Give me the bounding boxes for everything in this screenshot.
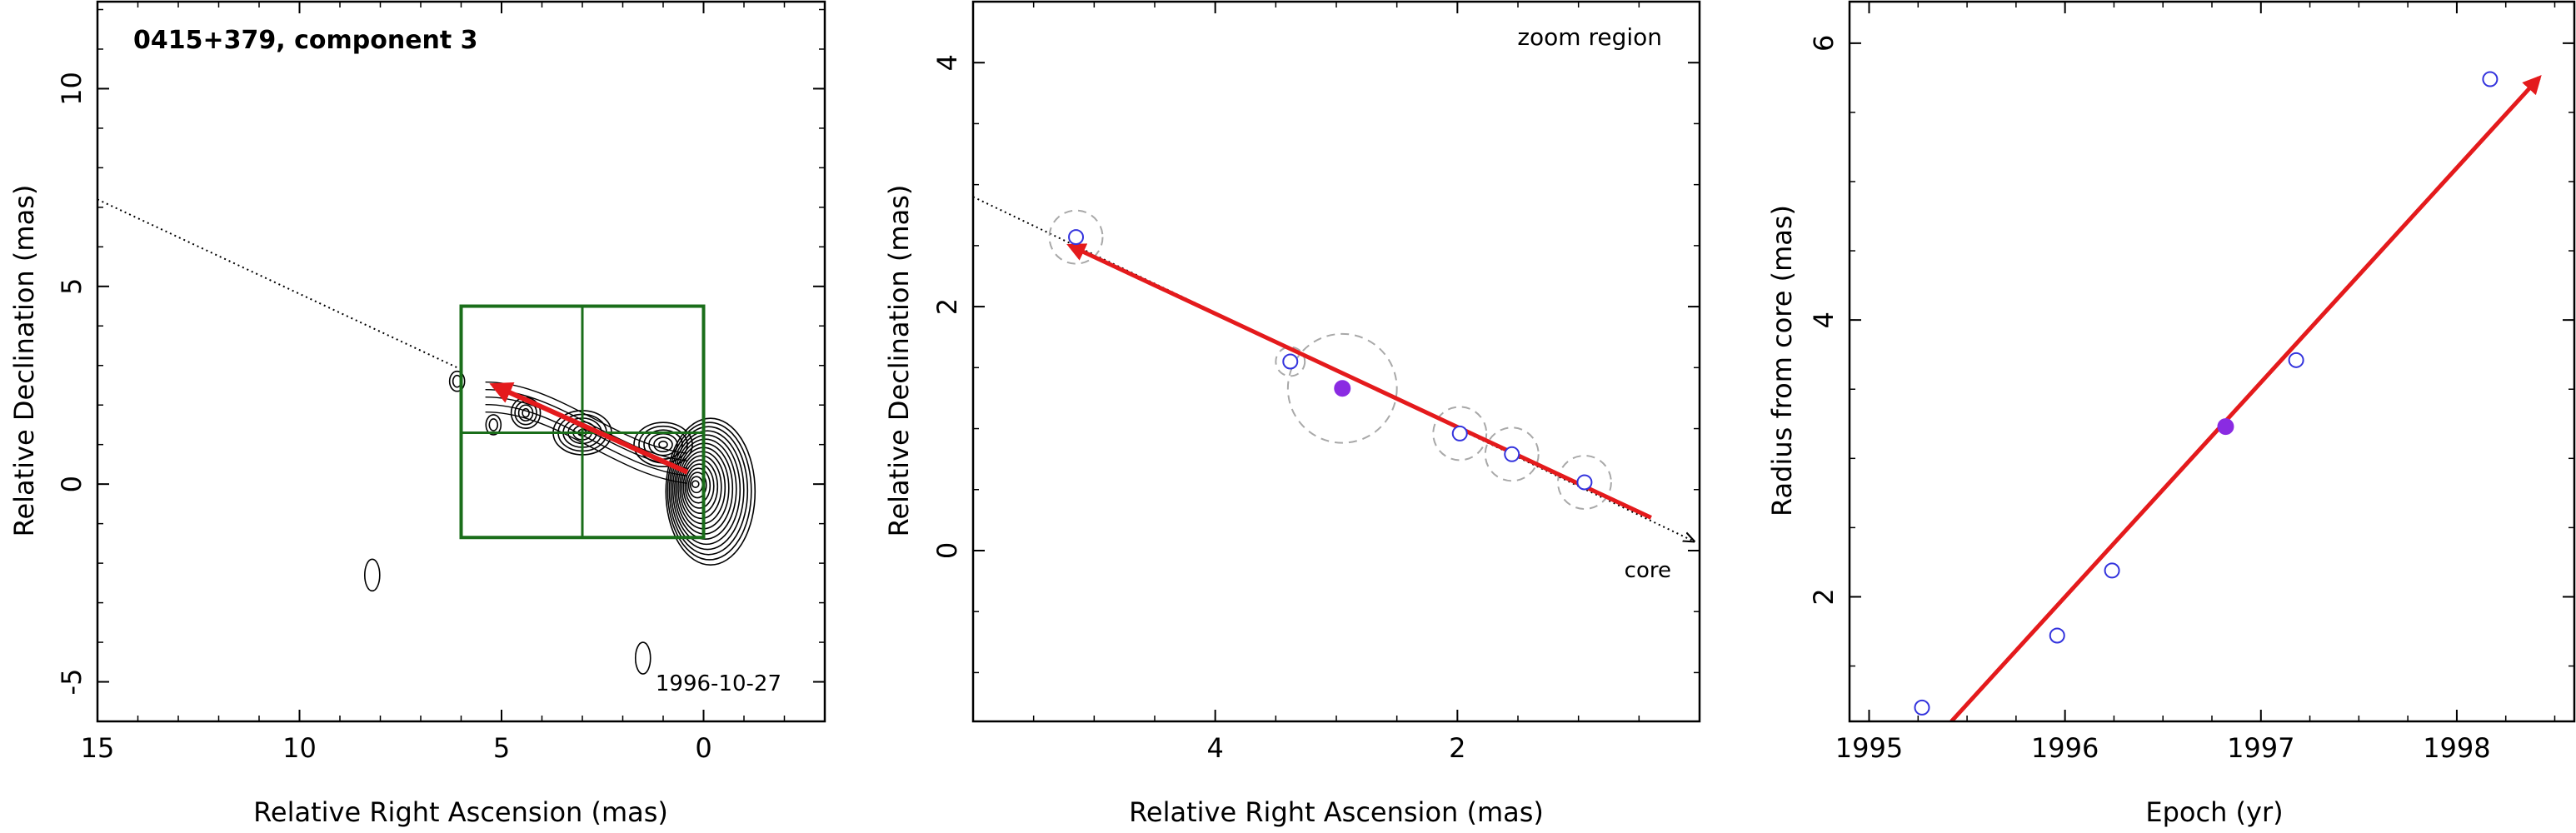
map-x-tick-label: 5: [493, 732, 510, 764]
map-x-axis-label: Relative Right Ascension (mas): [253, 796, 668, 828]
map-title: 0415+379, component 3: [133, 26, 478, 55]
radius-frame: [1848, 0, 2576, 723]
position-marker: [1282, 353, 1299, 370]
map-y-tick-label: 10: [56, 72, 87, 106]
jet-contour: [485, 404, 688, 476]
panel-map: 15 10 5 0 -5 0 5 10 0415+379, component 3 1996-…: [8, 0, 826, 828]
radius-content: [1914, 71, 2542, 721]
radius-x-tick-label: 1995: [1835, 732, 1903, 764]
motion-arrow: [489, 382, 689, 475]
fit-line-arrow: [1949, 75, 2542, 721]
radius-marker: [2482, 71, 2499, 87]
radius-marker-filled: [2217, 418, 2234, 436]
radius-x-tick-label: 1998: [2423, 732, 2490, 764]
zoom-y-tick-label: 4: [931, 54, 963, 71]
jet-contour: [485, 412, 688, 484]
zoom-frame: [971, 0, 1701, 723]
radius-y-tick-label: 4: [1808, 312, 1840, 328]
map-y-axis-label: Relative Declination (mas): [8, 185, 40, 537]
radius-y-tick-label: 2: [1808, 588, 1840, 605]
contour-line: [681, 455, 722, 520]
contour-line: [522, 407, 530, 418]
radius-x-axis-label: Epoch (yr): [2145, 796, 2283, 828]
position-marker: [1504, 446, 1520, 462]
map-date-label: 1996-10-27: [656, 671, 781, 696]
zoom-content: [973, 196, 1693, 541]
contour-line: [448, 370, 466, 392]
error-circle: [1484, 426, 1540, 482]
map-y-tick-label: -5: [56, 669, 87, 696]
error-circle: [1275, 346, 1306, 377]
radius-y-axis-label: Radius from core (mas): [1766, 205, 1798, 516]
error-circle: [1556, 455, 1612, 510]
radius-marker: [2104, 562, 2120, 579]
map-y-tick-label: 5: [56, 278, 87, 295]
contour-line: [363, 558, 381, 592]
position-marker: [1068, 229, 1085, 246]
map-x-tick-label: 10: [282, 732, 317, 764]
radius-marker: [2288, 352, 2304, 368]
radius-y-tick-label: 6: [1808, 35, 1840, 52]
contour-line: [687, 471, 707, 499]
radius-x-tick-label: 1996: [2031, 732, 2099, 764]
contour-line: [691, 480, 700, 488]
zoom-region-label: zoom region: [1517, 23, 1662, 51]
panel-radius: 1995 1996 1997 1998 2 4 6 Epoch (yr) Radius fr…: [1766, 0, 2576, 828]
map-plot-area: 15 10 5 0 -5 0 5 10: [56, 0, 826, 764]
contour-line: [671, 434, 741, 546]
position-marker: [1451, 425, 1468, 441]
core-label: core: [1625, 558, 1671, 583]
zoom-y-tick-label: 0: [931, 542, 963, 559]
radius-plot-area: 1995 1996 1997 1998 2 4 6: [1808, 0, 2576, 764]
contour-line: [666, 421, 752, 561]
contour-line: [684, 463, 715, 509]
contour-line: [682, 459, 719, 514]
radius-marker: [1914, 699, 1930, 716]
zoom-y-tick-label: 2: [931, 298, 963, 315]
contour-line: [488, 418, 499, 431]
contour-line: [485, 414, 502, 436]
contour-line: [665, 417, 756, 566]
zoom-y-axis-label: Relative Declination (mas): [883, 185, 915, 537]
contour-line: [668, 426, 749, 556]
radius-marker: [2049, 627, 2065, 644]
error-circle: [1286, 332, 1398, 444]
zoom-plot-area: 4 2 0 2 4: [931, 0, 1701, 764]
motion-arrow: [1066, 243, 1652, 520]
zoom-x-tick-label: 4: [1206, 732, 1223, 764]
zoom-x-axis-label: Relative Right Ascension (mas): [1129, 796, 1544, 828]
contour-line: [634, 641, 651, 675]
contour-line: [633, 421, 693, 467]
position-marker-filled: [1334, 380, 1351, 397]
trajectory-line: [973, 196, 1693, 541]
contour-line: [670, 430, 745, 551]
map-x-tick-label: 15: [81, 732, 115, 764]
error-circle: [1432, 406, 1488, 461]
contour-line: [673, 438, 737, 540]
map-content: [97, 198, 756, 675]
radius-x-tick-label: 1997: [2227, 732, 2294, 764]
zoom-x-tick-label: 2: [1449, 732, 1465, 764]
trajectory-line: [97, 198, 462, 371]
map-y-tick-label: 0: [56, 476, 87, 492]
panel-zoom: 4 2 0 2 4 zoom region core Relative Right As…: [883, 0, 1701, 828]
position-marker: [1576, 474, 1593, 491]
contour-line: [653, 436, 673, 452]
contour-line: [686, 467, 711, 504]
map-x-tick-label: 0: [695, 732, 711, 764]
contour-line: [658, 440, 668, 449]
